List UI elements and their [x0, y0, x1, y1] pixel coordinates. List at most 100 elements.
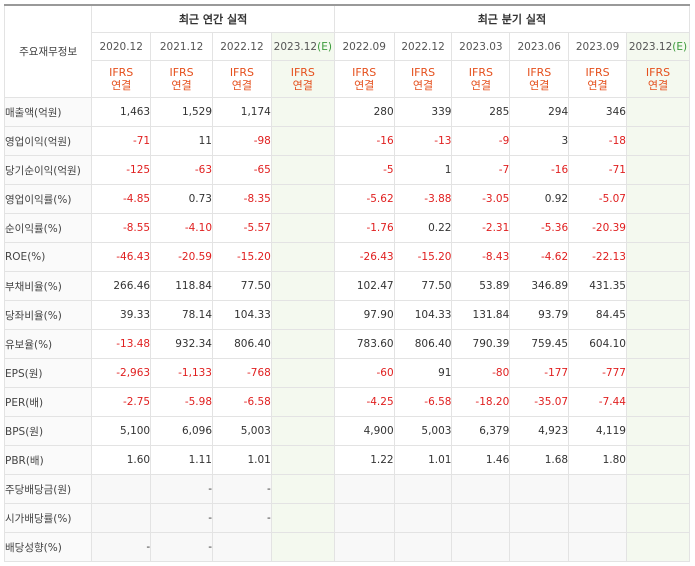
- table-cell: 1.22: [333, 445, 395, 475]
- period-header: 2020.12: [91, 32, 152, 61]
- table-row: 주당배당금(원) - -: [3, 474, 691, 504]
- table-cell: 77.50: [212, 271, 272, 301]
- table-cell: [270, 532, 335, 562]
- period-header: 2023.09: [568, 32, 627, 61]
- table-cell: -3.05: [451, 184, 511, 214]
- table-cell: 346.89: [509, 271, 570, 301]
- table-cell: -2.75: [91, 387, 152, 417]
- period-label: 2023.12: [273, 40, 318, 53]
- table-cell: 932.34: [150, 329, 213, 359]
- table-cell: 6,379: [451, 416, 511, 446]
- row-label: 당좌비율(%): [3, 300, 93, 330]
- period-header: 2022.12: [212, 32, 272, 61]
- table-cell: -65: [212, 155, 272, 185]
- table-cell: [451, 474, 511, 504]
- table-cell: 5,003: [393, 416, 453, 446]
- table-cell: 6,096: [150, 416, 213, 446]
- row-label: ROE(%): [3, 242, 93, 272]
- table-cell: -4.10: [150, 213, 213, 243]
- table-cell: 806.40: [212, 329, 272, 359]
- table-cell: [333, 503, 395, 533]
- table-cell: [625, 503, 691, 533]
- table-cell: [270, 387, 335, 417]
- table-cell: -5.62: [333, 184, 395, 214]
- table-cell: -20.59: [150, 242, 213, 272]
- table-cell: -1,133: [150, 358, 213, 388]
- table-row: 매출액(억원) 1,463 1,529 1,174 280 339 285 294 346: [3, 97, 691, 127]
- row-label: 당기순이익(억원): [3, 155, 93, 185]
- standard-line2: 연결: [292, 79, 313, 92]
- table-cell: 93.79: [509, 300, 570, 330]
- table-cell: 1,529: [150, 97, 213, 127]
- row-label-header: 주요재무정보: [3, 4, 93, 98]
- table-cell: [509, 503, 570, 533]
- accounting-standard: IFRS 연결: [212, 60, 272, 98]
- table-cell: [625, 126, 691, 156]
- table-cell: 118.84: [150, 271, 213, 301]
- table-cell: 104.33: [393, 300, 453, 330]
- row-label: 주당배당금(원): [3, 474, 93, 504]
- table-cell: [509, 474, 570, 504]
- row-label: EPS(원): [3, 358, 93, 388]
- table-cell: 131.84: [451, 300, 511, 330]
- table-cell: -9: [451, 126, 511, 156]
- table-cell: 78.14: [150, 300, 213, 330]
- row-label: PER(배): [3, 387, 93, 417]
- table-cell: 759.45: [509, 329, 570, 359]
- table-cell: 1: [393, 155, 453, 185]
- standard-line2: 연결: [354, 79, 375, 92]
- table-cell: -6.58: [212, 387, 272, 417]
- table-cell: 285: [451, 97, 511, 127]
- table-cell: -1.76: [333, 213, 395, 243]
- table-cell: -63: [150, 155, 213, 185]
- table-row: EPS(원) -2,963 -1,133 -768 -60 91 -80 -177 -777: [3, 358, 691, 388]
- table-cell: 1.01: [212, 445, 272, 475]
- table-cell: 5,100: [91, 416, 152, 446]
- table-cell: -4.85: [91, 184, 152, 214]
- table-cell: -8.35: [212, 184, 272, 214]
- table-cell: -18: [568, 126, 627, 156]
- table-cell: [451, 503, 511, 533]
- period-label: 2023.06: [517, 40, 561, 53]
- table-cell: -: [150, 532, 213, 562]
- table-cell: [625, 358, 691, 388]
- table-cell: -8.55: [91, 213, 152, 243]
- period-label: 2023.12: [628, 40, 673, 53]
- table-cell: 1,463: [91, 97, 152, 127]
- table-cell: [625, 242, 691, 272]
- table-cell: -16: [509, 155, 570, 185]
- table-cell: 91: [393, 358, 453, 388]
- table-cell: -16: [333, 126, 395, 156]
- table-cell: 783.60: [333, 329, 395, 359]
- period-label: 2022.09: [342, 40, 386, 53]
- table-cell: -6.58: [393, 387, 453, 417]
- standard-line2: 연결: [231, 79, 253, 92]
- table-cell: [568, 503, 627, 533]
- table-cell: [625, 474, 691, 504]
- table-cell: [625, 97, 691, 127]
- row-label: PBR(배): [3, 445, 93, 475]
- table-cell: 5,003: [212, 416, 272, 446]
- table-row: 당좌비율(%) 39.33 78.14 104.33 97.90 104.33 131.84…: [3, 300, 691, 330]
- table-row: PER(배) -2.75 -5.98 -6.58 -4.25 -6.58 -18.20 -35…: [3, 387, 691, 417]
- table-cell: [625, 416, 691, 446]
- table-cell: 339: [393, 97, 453, 127]
- table-cell: [270, 184, 335, 214]
- table-cell: -71: [568, 155, 627, 185]
- period-label: 2020.12: [99, 40, 143, 53]
- table-row: ROE(%) -46.43 -20.59 -15.20 -26.43 -15.20 -8.4…: [3, 242, 691, 272]
- table-cell: -71: [91, 126, 152, 156]
- table-cell: -98: [212, 126, 272, 156]
- table-cell: -: [212, 503, 272, 533]
- table-cell: [270, 97, 335, 127]
- table-cell: -768: [212, 358, 272, 388]
- table-cell: [568, 532, 627, 562]
- table-cell: -80: [451, 358, 511, 388]
- row-label: 유보율(%): [3, 329, 93, 359]
- standard-line2: 연결: [647, 79, 669, 92]
- table-cell: 1,174: [212, 97, 272, 127]
- accounting-standard: IFRS 연결: [625, 60, 691, 98]
- table-row: 당기순이익(억원) -125 -63 -65 -5 1 -7 -16 -71: [3, 155, 691, 185]
- period-header: 2023.03: [451, 32, 511, 61]
- table-cell: [270, 416, 335, 446]
